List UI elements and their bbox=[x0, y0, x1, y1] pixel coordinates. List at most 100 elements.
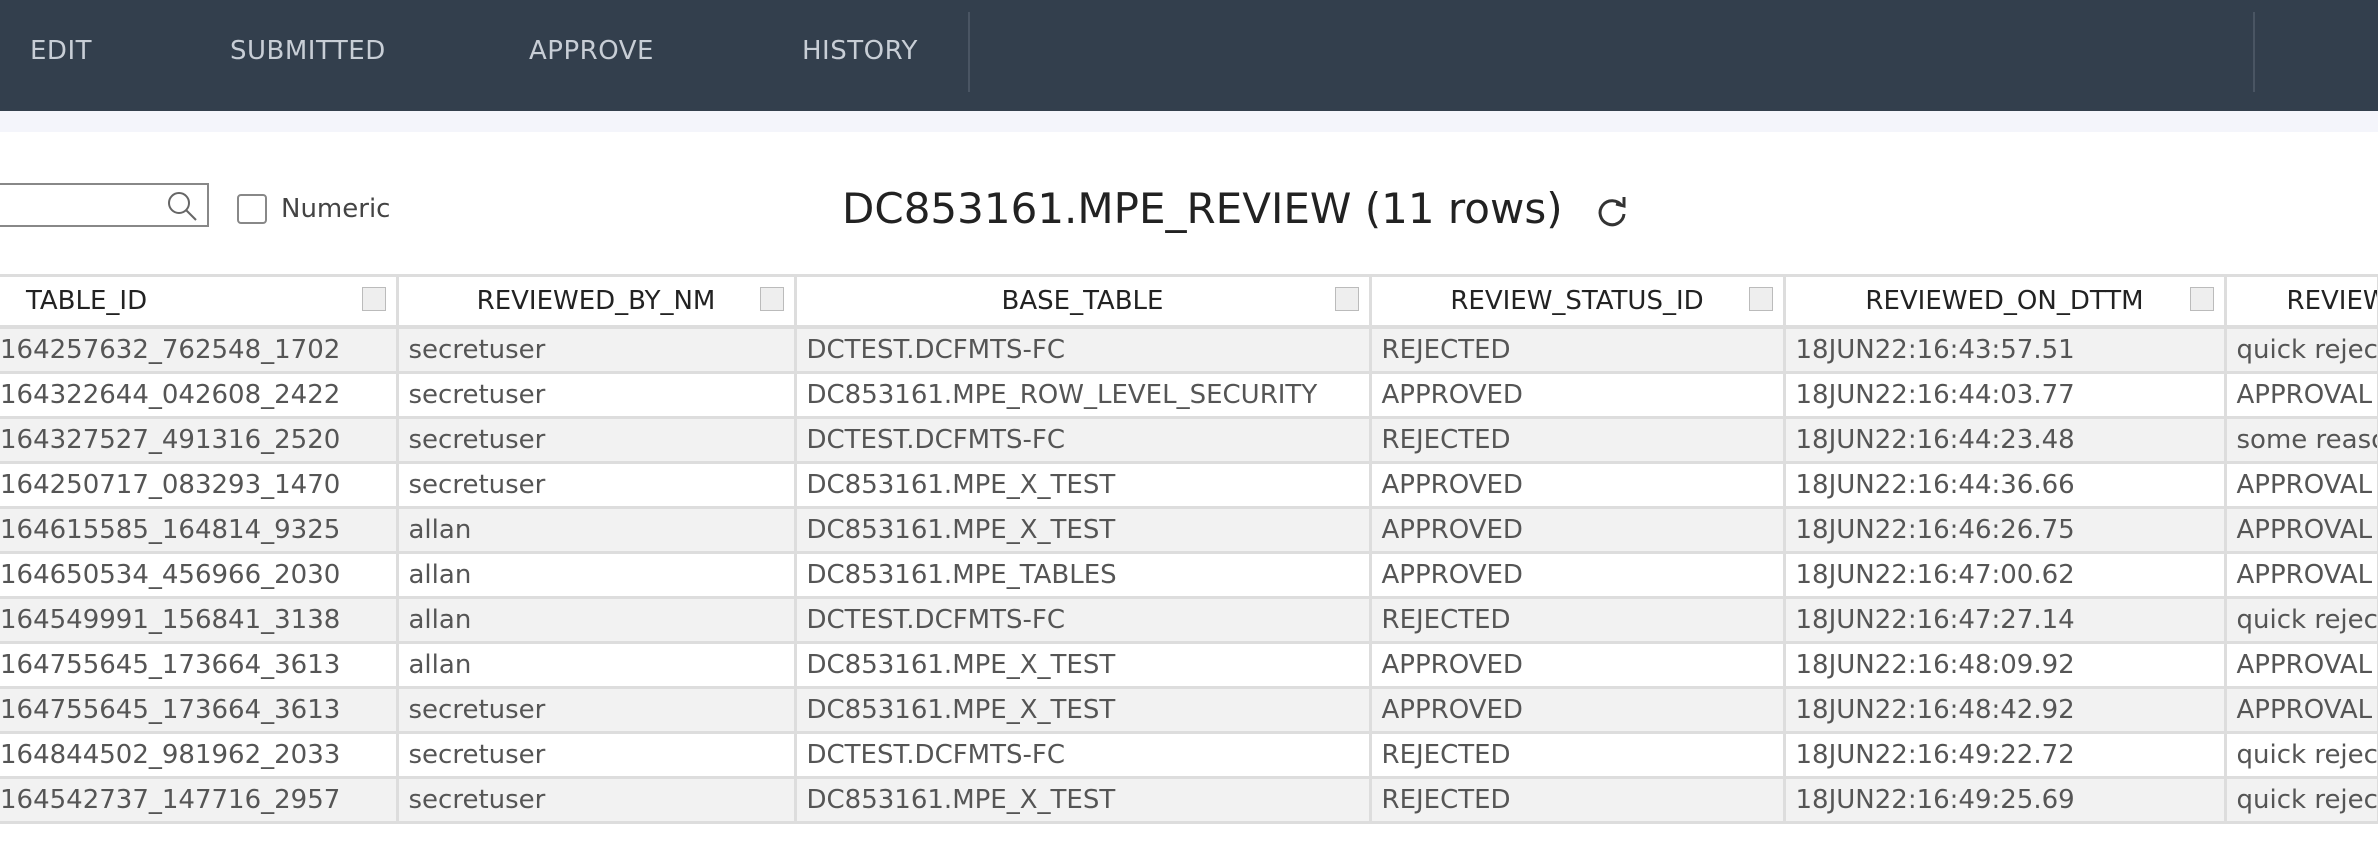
cell: REJECTED bbox=[1368, 596, 1786, 644]
cell: 18JUN22:16:43:57.51 bbox=[1782, 325, 2227, 374]
cell: 164755645_173664_3613 bbox=[0, 641, 399, 689]
search-icon bbox=[168, 192, 197, 221]
cell: DC853161.MPE_X_TEST bbox=[793, 776, 1372, 824]
cell: secretuser bbox=[395, 325, 797, 374]
cell: 164322644_042608_2422 bbox=[0, 371, 399, 419]
cell: DC853161.MPE_X_TEST bbox=[793, 641, 1372, 689]
cell: APPROVED bbox=[1368, 551, 1786, 599]
cell: REJECTED bbox=[1368, 325, 1786, 374]
cell: 164615585_164814_9325 bbox=[0, 506, 399, 554]
cell: 18JUN22:16:44:03.77 bbox=[1782, 371, 2227, 419]
column-header[interactable]: BASE_TABLE bbox=[793, 274, 1372, 329]
cell: 18JUN22:16:47:27.14 bbox=[1782, 596, 2227, 644]
header-text: REVIEWED_ON_DTTM bbox=[1865, 286, 2144, 316]
search-box[interactable] bbox=[0, 183, 209, 227]
cell: DC853161.MPE_X_TEST bbox=[793, 686, 1372, 734]
cell: 18JUN22:16:46:26.75 bbox=[1782, 506, 2227, 554]
table-row: 164542737_147716_2957 secretuser DC853161.… bbox=[0, 776, 2378, 824]
cell: 18JUN22:16:48:42.92 bbox=[1782, 686, 2227, 734]
cell: quick reject bbox=[2223, 325, 2378, 374]
cell: DCTEST.DCFMTS-FC bbox=[793, 731, 1372, 779]
column-header[interactable]: TABLE_ID bbox=[0, 274, 399, 329]
filter-button[interactable] bbox=[1334, 287, 1359, 311]
cell: secretuser bbox=[395, 731, 797, 779]
table-row: 164250717_083293_1470 secretuser DC853161.… bbox=[0, 461, 2378, 509]
header-text: REVIEW_STATUS_ID bbox=[1450, 286, 1704, 316]
column-header[interactable]: REVIEWED_ON_DTTM bbox=[1782, 274, 2227, 329]
cell: 164250717_083293_1470 bbox=[0, 461, 399, 509]
table-row: 164549991_156841_3138 allan DCTEST.DCFMTS-… bbox=[0, 596, 2378, 644]
nav-bar: EDIT SUBMITTED APPROVE HISTORY bbox=[0, 0, 2378, 111]
cell: 164650534_456966_2030 bbox=[0, 551, 399, 599]
cell: REJECTED bbox=[1368, 776, 1786, 824]
data-table: TABLE_ID REVIEWED_BY_NM BASE_TABLE REVIEW_S… bbox=[0, 274, 2378, 824]
table-row: 164257632_762548_1702 secretuser DCTEST.DC… bbox=[0, 325, 2378, 374]
cell: allan bbox=[395, 596, 797, 644]
nav-item[interactable]: HISTORY bbox=[802, 36, 918, 66]
cell: DCTEST.DCFMTS-FC bbox=[793, 325, 1372, 374]
table-row: 164844502_981962_2033 secretuser DCTEST.DC… bbox=[0, 731, 2378, 779]
cell: APPROVED bbox=[1368, 686, 1786, 734]
cell: allan bbox=[395, 506, 797, 554]
cell: allan bbox=[395, 641, 797, 689]
cell: 164542737_147716_2957 bbox=[0, 776, 399, 824]
divider bbox=[2253, 12, 2255, 92]
cell: 18JUN22:16:44:23.48 bbox=[1782, 416, 2227, 464]
table-row: 164755645_173664_3613 secretuser DC853161.… bbox=[0, 686, 2378, 734]
cell: DC853161.MPE_ROW_LEVEL_SECURITY bbox=[793, 371, 1372, 419]
header-text: TABLE_ID bbox=[26, 286, 148, 316]
cell: APPROVAL bbox=[2223, 371, 2378, 419]
title-text: DC853161.MPE_REVIEW (11 rows) bbox=[842, 184, 1563, 233]
table-row: 164327527_491316_2520 secretuser DCTEST.DC… bbox=[0, 416, 2378, 464]
column-header[interactable]: REVIEW bbox=[2223, 274, 2378, 329]
cell: quick reject bbox=[2223, 776, 2378, 824]
cell: APPROVED bbox=[1368, 506, 1786, 554]
cell: quick reject bbox=[2223, 731, 2378, 779]
cell: secretuser bbox=[395, 686, 797, 734]
cell: APPROVED bbox=[1368, 641, 1786, 689]
cell: APPROVAL bbox=[2223, 551, 2378, 599]
cell: quick reject bbox=[2223, 596, 2378, 644]
cell: REJECTED bbox=[1368, 731, 1786, 779]
column-header[interactable]: REVIEWED_BY_NM bbox=[395, 274, 797, 329]
nav-item[interactable]: SUBMITTED bbox=[230, 36, 386, 66]
cell: DCTEST.DCFMTS-FC bbox=[793, 596, 1372, 644]
header-text: REVIEW bbox=[2286, 286, 2376, 316]
strip bbox=[0, 111, 2378, 132]
table-title: DC853161.MPE_REVIEW (11 rows) bbox=[0, 184, 2378, 233]
cell: 164755645_173664_3613 bbox=[0, 686, 399, 734]
cell: APPROVAL bbox=[2223, 641, 2378, 689]
cell: 18JUN22:16:44:36.66 bbox=[1782, 461, 2227, 509]
column-header[interactable]: REVIEW_STATUS_ID bbox=[1368, 274, 1786, 329]
cell: 18JUN22:16:49:25.69 bbox=[1782, 776, 2227, 824]
nav-item[interactable]: APPROVE bbox=[529, 36, 654, 66]
cell: some reason bbox=[2223, 416, 2378, 464]
cell: DCTEST.DCFMTS-FC bbox=[793, 416, 1372, 464]
cell: 18JUN22:16:48:09.92 bbox=[1782, 641, 2227, 689]
cell: secretuser bbox=[395, 416, 797, 464]
cell: DC853161.MPE_X_TEST bbox=[793, 506, 1372, 554]
cell: REJECTED bbox=[1368, 416, 1786, 464]
cell: APPROVED bbox=[1368, 461, 1786, 509]
cell: 164549991_156841_3138 bbox=[0, 596, 399, 644]
cell: 164257632_762548_1702 bbox=[0, 325, 399, 374]
cell: secretuser bbox=[395, 776, 797, 824]
nav-item[interactable]: EDIT bbox=[30, 36, 92, 66]
cell: APPROVAL bbox=[2223, 506, 2378, 554]
filter-button[interactable] bbox=[361, 287, 386, 311]
refresh-icon[interactable] bbox=[1594, 194, 1630, 230]
filter-button[interactable] bbox=[759, 287, 784, 311]
filter-button[interactable] bbox=[1748, 287, 1773, 311]
header-text: BASE_TABLE bbox=[1001, 286, 1164, 316]
table-row: 164322644_042608_2422 secretuser DC853161.… bbox=[0, 371, 2378, 419]
checkbox[interactable] bbox=[237, 194, 267, 224]
cell: DC853161.MPE_X_TEST bbox=[793, 461, 1372, 509]
cell: APPROVED bbox=[1368, 371, 1786, 419]
cell: 164327527_491316_2520 bbox=[0, 416, 399, 464]
filter-button[interactable] bbox=[2189, 287, 2214, 311]
cell: allan bbox=[395, 551, 797, 599]
header-text: REVIEWED_BY_NM bbox=[476, 286, 716, 316]
table-row: 164650534_456966_2030 allan DC853161.MPE_T… bbox=[0, 551, 2378, 599]
cell: 164844502_981962_2033 bbox=[0, 731, 399, 779]
